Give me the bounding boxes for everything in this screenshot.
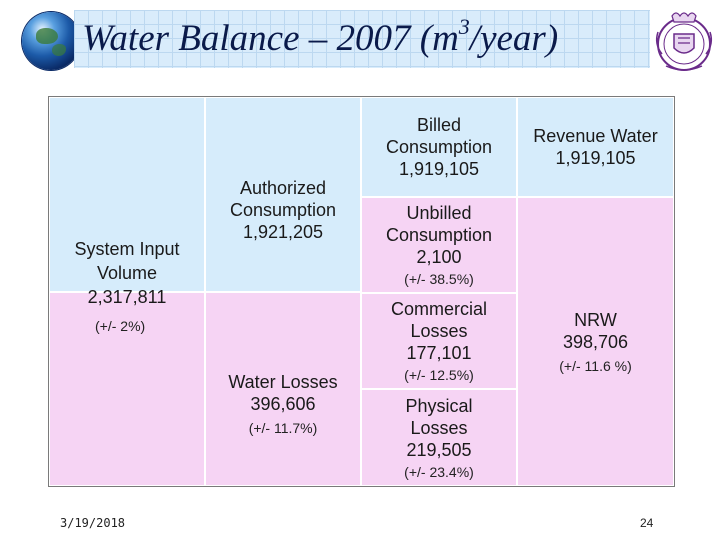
water-losses-value: 396,606	[250, 394, 316, 414]
system-input-label: System Input Volume	[74, 239, 180, 283]
authorized-label: Authorized Consumption	[229, 178, 337, 220]
nrw-note: (+/- 11.6 %)	[559, 357, 632, 374]
system-input-label-group: System Input Volume 2,317,811	[49, 237, 205, 309]
unbilled-label: Unbilled Consumption	[385, 203, 493, 245]
unbilled-consumption-cell: Unbilled Consumption 2,100 (+/- 38.5%)	[361, 197, 517, 293]
billed-consumption-cell: Billed Consumption 1,919,105	[361, 97, 517, 197]
revenue-label: Revenue Water	[533, 126, 658, 146]
system-input-value: 2,317,811	[87, 287, 167, 307]
physical-value: 219,505	[406, 439, 472, 460]
commercial-value: 177,101	[406, 343, 472, 363]
university-crest-icon	[655, 12, 713, 71]
title-banner	[74, 10, 650, 68]
revenue-value: 1,919,105	[555, 148, 636, 168]
slide-title: Water Balance – 2007 (m3/year)	[82, 14, 559, 60]
globe-icon	[22, 12, 80, 70]
system-input-cell-bottom	[49, 292, 205, 486]
revenue-water-cell: Revenue Water 1,919,105	[517, 97, 674, 197]
unbilled-note: (+/- 38.5%)	[404, 271, 474, 287]
water-losses-label: Water Losses	[228, 372, 338, 392]
unbilled-value: 2,100	[416, 247, 462, 267]
water-losses-cell: Water Losses 396,606 (+/- 11.7%)	[205, 292, 361, 486]
commercial-label: Commercial Losses	[390, 299, 487, 341]
physical-label: Physical Losses	[405, 395, 473, 438]
nrw-cell: NRW 398,706 (+/- 11.6 %)	[517, 197, 674, 486]
billed-label: Billed Consumption	[385, 115, 493, 157]
system-input-cell-top	[49, 97, 205, 292]
water-losses-note: (+/- 11.7%)	[248, 420, 318, 436]
slide-date: 3/19/2018	[60, 516, 126, 530]
commercial-note: (+/- 12.5%)	[404, 367, 474, 383]
water-balance-table: System Input Volume 2,317,811 (+/- 2%) A…	[48, 96, 675, 487]
authorized-consumption-cell: Authorized Consumption 1,921,205	[205, 97, 361, 292]
system-input-note: (+/- 2%)	[95, 318, 146, 334]
physical-note: (+/- 23.4%)	[404, 463, 474, 480]
commercial-losses-cell: Commercial Losses 177,101 (+/- 12.5%)	[361, 293, 517, 389]
authorized-value: 1,921,205	[242, 222, 324, 242]
nrw-label: NRW	[574, 309, 617, 330]
physical-losses-cell: Physical Losses 219,505 (+/- 23.4%)	[361, 389, 517, 486]
billed-value: 1,919,105	[398, 159, 480, 179]
slide-page-number: 24	[640, 516, 654, 530]
nrw-value: 398,706	[562, 331, 629, 352]
